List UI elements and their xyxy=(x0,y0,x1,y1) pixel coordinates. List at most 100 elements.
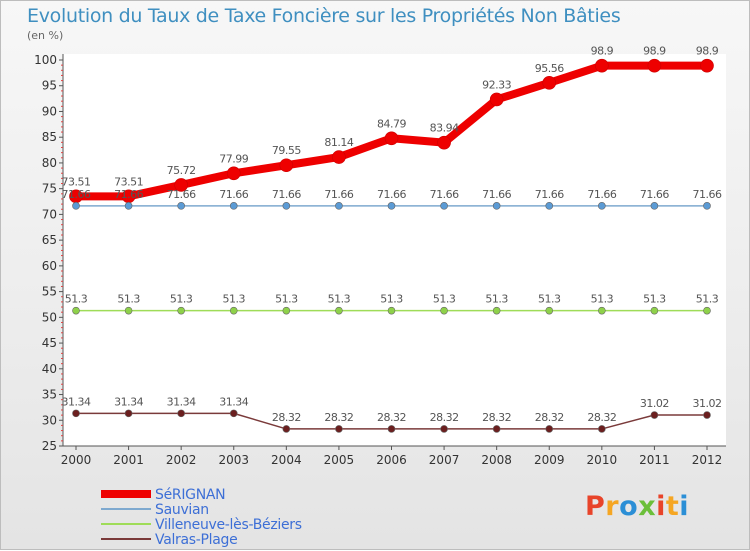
y-tick-label: 80 xyxy=(42,156,57,170)
proxiti-logo: Proxiti xyxy=(585,491,689,522)
data-point xyxy=(492,306,501,315)
data-point xyxy=(492,425,501,433)
data-label: 77.99 xyxy=(219,152,248,165)
data-label: 28.32 xyxy=(587,411,616,424)
y-tick-label: 75 xyxy=(42,182,57,196)
data-label: 81.14 xyxy=(324,136,353,149)
data-point xyxy=(387,306,396,315)
data-label: 75.72 xyxy=(167,164,196,177)
data-point xyxy=(229,409,238,418)
data-point xyxy=(650,306,659,315)
data-point xyxy=(124,202,133,210)
data-label: 92.33 xyxy=(482,78,511,91)
x-tick-label: 2004 xyxy=(271,453,302,467)
data-label: 73.51 xyxy=(114,175,143,188)
data-label: 31.34 xyxy=(114,395,143,408)
data-label: 28.32 xyxy=(482,411,511,424)
y-tick-label: 55 xyxy=(42,285,57,299)
data-point xyxy=(595,58,609,73)
x-tick-label: 2002 xyxy=(166,453,197,467)
data-label: 31.02 xyxy=(640,397,669,410)
data-point xyxy=(545,202,554,210)
data-point xyxy=(335,306,343,315)
data-label: 51.3 xyxy=(223,293,246,306)
data-point xyxy=(335,425,343,433)
data-label: 28.32 xyxy=(377,411,406,424)
data-point xyxy=(124,306,133,315)
data-label: 51.3 xyxy=(328,293,351,306)
data-point xyxy=(489,92,504,107)
logo-letter: t xyxy=(665,491,680,522)
y-tick-label: 35 xyxy=(42,388,57,402)
y-tick-label: 95 xyxy=(42,79,57,93)
data-label: 71.66 xyxy=(430,188,459,201)
data-point xyxy=(703,306,711,315)
chart-title: Evolution du Taux de Taxe Foncière sur l… xyxy=(27,5,621,27)
data-point xyxy=(647,58,662,73)
data-label: 31.34 xyxy=(219,395,248,408)
data-label: 31.34 xyxy=(62,395,91,408)
data-point xyxy=(440,202,448,210)
y-tick-label: 90 xyxy=(42,104,57,118)
data-label: 51.3 xyxy=(643,293,666,306)
data-point xyxy=(492,202,501,210)
legend-label: Villeneuve-lès-Béziers xyxy=(155,517,302,533)
y-tick-label: 50 xyxy=(42,310,57,324)
data-label: 71.66 xyxy=(272,188,301,201)
data-label: 71.66 xyxy=(167,188,196,201)
data-point xyxy=(279,158,294,173)
logo-letter: o xyxy=(619,491,639,522)
data-label: 98.9 xyxy=(696,45,719,58)
data-point xyxy=(440,425,448,433)
data-label: 71.66 xyxy=(62,188,91,201)
data-label: 83.94 xyxy=(430,122,459,135)
y-axis-unit: (en %) xyxy=(27,29,64,42)
y-tick-label: 40 xyxy=(42,362,57,376)
data-label: 51.3 xyxy=(380,293,403,306)
data-label: 71.66 xyxy=(377,188,406,201)
data-label: 71.66 xyxy=(693,188,722,201)
data-label: 98.9 xyxy=(591,45,614,58)
data-point xyxy=(384,131,399,146)
data-label: 51.3 xyxy=(65,293,88,306)
data-point xyxy=(229,202,238,210)
data-label: 31.02 xyxy=(693,397,722,410)
data-point xyxy=(387,202,396,210)
data-label: 71.66 xyxy=(114,188,143,201)
legend-label: Sauvian xyxy=(155,502,209,518)
data-point xyxy=(700,58,714,73)
data-label: 71.66 xyxy=(219,188,248,201)
data-label: 71.66 xyxy=(482,188,511,201)
x-tick-label: 2000 xyxy=(61,453,92,467)
logo-letter: r xyxy=(605,491,620,522)
y-tick-label: 30 xyxy=(42,413,57,427)
data-point xyxy=(282,306,291,315)
x-tick-label: 2006 xyxy=(376,453,407,467)
data-point xyxy=(177,409,185,418)
data-point xyxy=(174,178,188,192)
x-tick-label: 2010 xyxy=(587,453,618,467)
data-label: 71.66 xyxy=(587,188,616,201)
data-label: 73.51 xyxy=(62,175,91,188)
data-point xyxy=(229,306,238,315)
logo-letter: i xyxy=(679,491,690,522)
data-point xyxy=(177,306,185,315)
x-tick-label: 2007 xyxy=(429,453,460,467)
data-point xyxy=(598,306,606,315)
data-point xyxy=(437,135,451,150)
data-label: 71.66 xyxy=(535,188,564,201)
data-point xyxy=(598,425,606,433)
x-tick-label: 2001 xyxy=(113,453,144,467)
data-point xyxy=(598,202,606,210)
data-point xyxy=(72,409,80,418)
data-label: 51.3 xyxy=(485,293,508,306)
data-point xyxy=(387,425,396,433)
data-point xyxy=(282,202,291,210)
data-label: 51.3 xyxy=(275,293,298,306)
x-tick-label: 2005 xyxy=(324,453,355,467)
data-point xyxy=(440,306,448,315)
x-tick-label: 2008 xyxy=(481,453,512,467)
data-point xyxy=(177,202,185,210)
